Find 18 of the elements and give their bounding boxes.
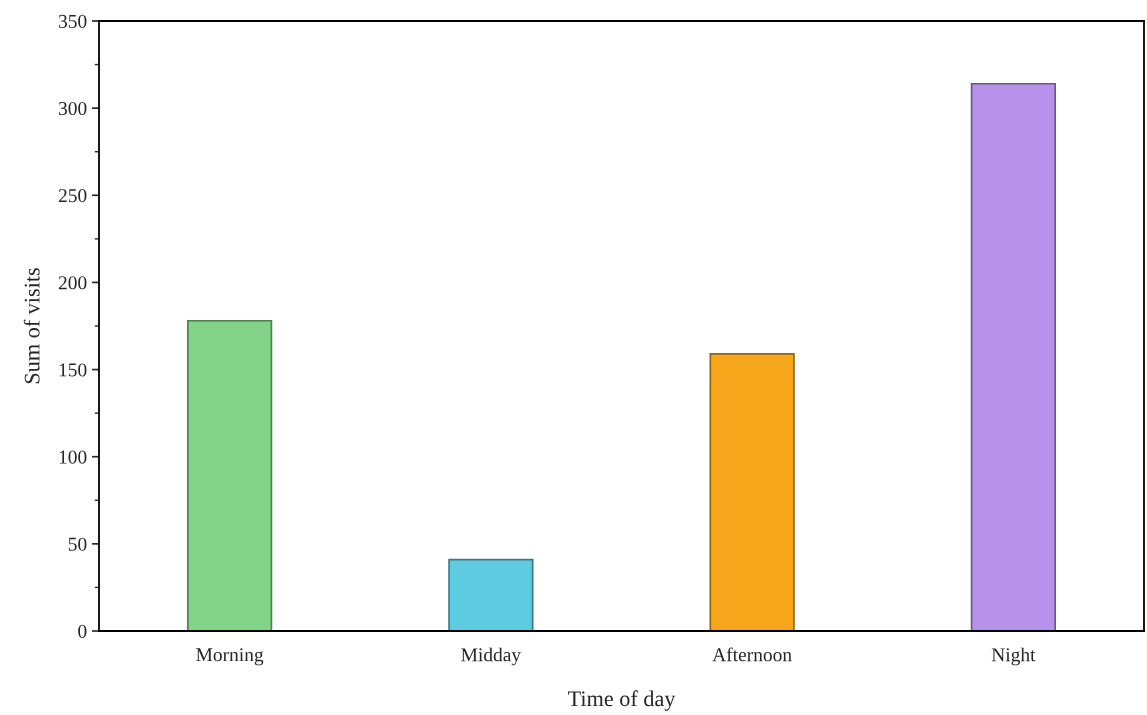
y-tick-label: 0 [78, 624, 87, 638]
y-tick-label: 350 [58, 14, 87, 28]
bar [970, 82, 1057, 631]
y-tick-label: 200 [58, 276, 87, 290]
x-axis-title: Time of day [567, 690, 676, 711]
x-tick-label: Night [991, 647, 1036, 666]
y-tick-label: 50 [68, 537, 87, 551]
y-tick-label: 250 [58, 189, 87, 203]
x-tick-label: Morning [196, 648, 264, 666]
y-axis-title: Sum of visits [23, 268, 40, 384]
y-tick-label: 100 [59, 450, 87, 464]
y-tick-label: 300 [58, 101, 87, 116]
bar [186, 319, 273, 631]
y-tick-label: 150 [59, 363, 87, 377]
x-tick-label: Midday [461, 647, 522, 666]
x-tick-label: Afternoon [712, 647, 792, 662]
bar [448, 558, 534, 631]
bar [709, 353, 795, 631]
